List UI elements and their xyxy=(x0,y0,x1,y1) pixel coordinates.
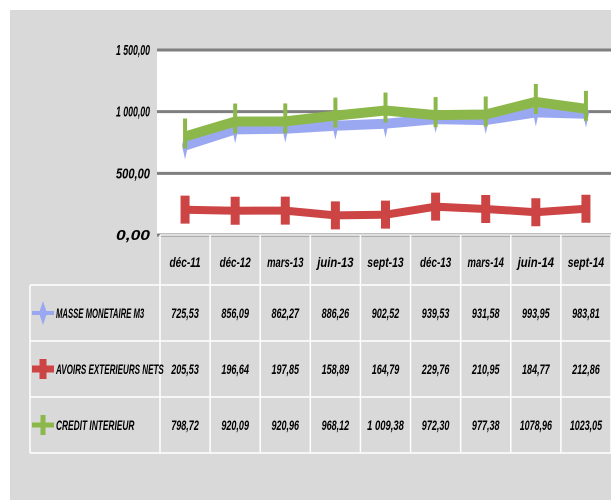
series-name: CREDIT INTERIEUR xyxy=(56,417,135,433)
category-label: déc-13 xyxy=(420,254,451,270)
series-group xyxy=(180,83,591,230)
data-label: 939,53 xyxy=(422,305,450,321)
series-line-group xyxy=(183,83,588,149)
y-tick-label: 0,00 xyxy=(116,227,151,244)
data-table: déc-11 déc-12 mars-13 juin-13 sept-13 déc-13 m… xyxy=(29,234,611,454)
y-tick-label: 1 000,00 xyxy=(116,104,150,121)
category-label: sept-13 xyxy=(367,254,404,270)
line-chart: 1 500,00 1 000,00 500,00 0,00 déc-11 déc-12 m… xyxy=(29,42,611,454)
data-label: 856,09 xyxy=(221,305,249,321)
category-label: juin-14 xyxy=(516,254,554,270)
data-label: 972,30 xyxy=(422,417,450,433)
series-name: MASSE MONETAIRE M3 xyxy=(56,305,144,321)
data-label: 968,12 xyxy=(322,417,350,433)
data-label: 902,52 xyxy=(372,305,400,321)
data-label: 212,86 xyxy=(572,361,600,377)
data-label: 920,96 xyxy=(271,417,299,433)
data-label: 205,53 xyxy=(171,361,199,377)
data-label: 184,77 xyxy=(522,361,550,377)
data-label: 920,09 xyxy=(221,417,249,433)
category-label: juin-13 xyxy=(316,254,354,270)
data-label: 1078,96 xyxy=(520,417,552,433)
data-label: 164,79 xyxy=(372,361,400,377)
data-label: 196,64 xyxy=(221,361,249,377)
data-label: 1 009,38 xyxy=(367,417,404,433)
category-label: mars-13 xyxy=(267,254,304,270)
category-label: sept-14 xyxy=(568,254,605,270)
data-label: 983,81 xyxy=(572,305,600,321)
category-label: déc-11 xyxy=(169,254,200,270)
data-label: 931,58 xyxy=(472,305,500,321)
category-label: mars-14 xyxy=(468,254,505,270)
data-label: 977,38 xyxy=(472,417,500,433)
chart-frame: 1 500,00 1 000,00 500,00 0,00 déc-11 déc-12 m… xyxy=(10,10,611,500)
data-label: 158,89 xyxy=(322,361,350,377)
data-label: 725,53 xyxy=(171,305,199,321)
y-axis-ticks: 1 500,00 1 000,00 500,00 0,00 xyxy=(116,42,151,244)
series-line-group xyxy=(180,192,591,230)
category-label: déc-12 xyxy=(220,254,251,270)
data-label: 197,85 xyxy=(271,361,299,377)
data-label: 993,95 xyxy=(522,305,550,321)
data-label: 1023,05 xyxy=(570,417,602,433)
data-label: 798,72 xyxy=(171,417,199,433)
legend-key-marker xyxy=(39,301,47,325)
data-label: 210,95 xyxy=(471,361,499,377)
series-name: AVOIRS EXTERIEURS NETS xyxy=(55,361,164,377)
data-label: 229,76 xyxy=(421,361,449,377)
data-label: 886,26 xyxy=(322,305,350,321)
y-tick-label: 500,00 xyxy=(116,165,150,182)
data-label: 862,27 xyxy=(271,305,299,321)
y-tick-label: 1 500,00 xyxy=(116,42,150,59)
